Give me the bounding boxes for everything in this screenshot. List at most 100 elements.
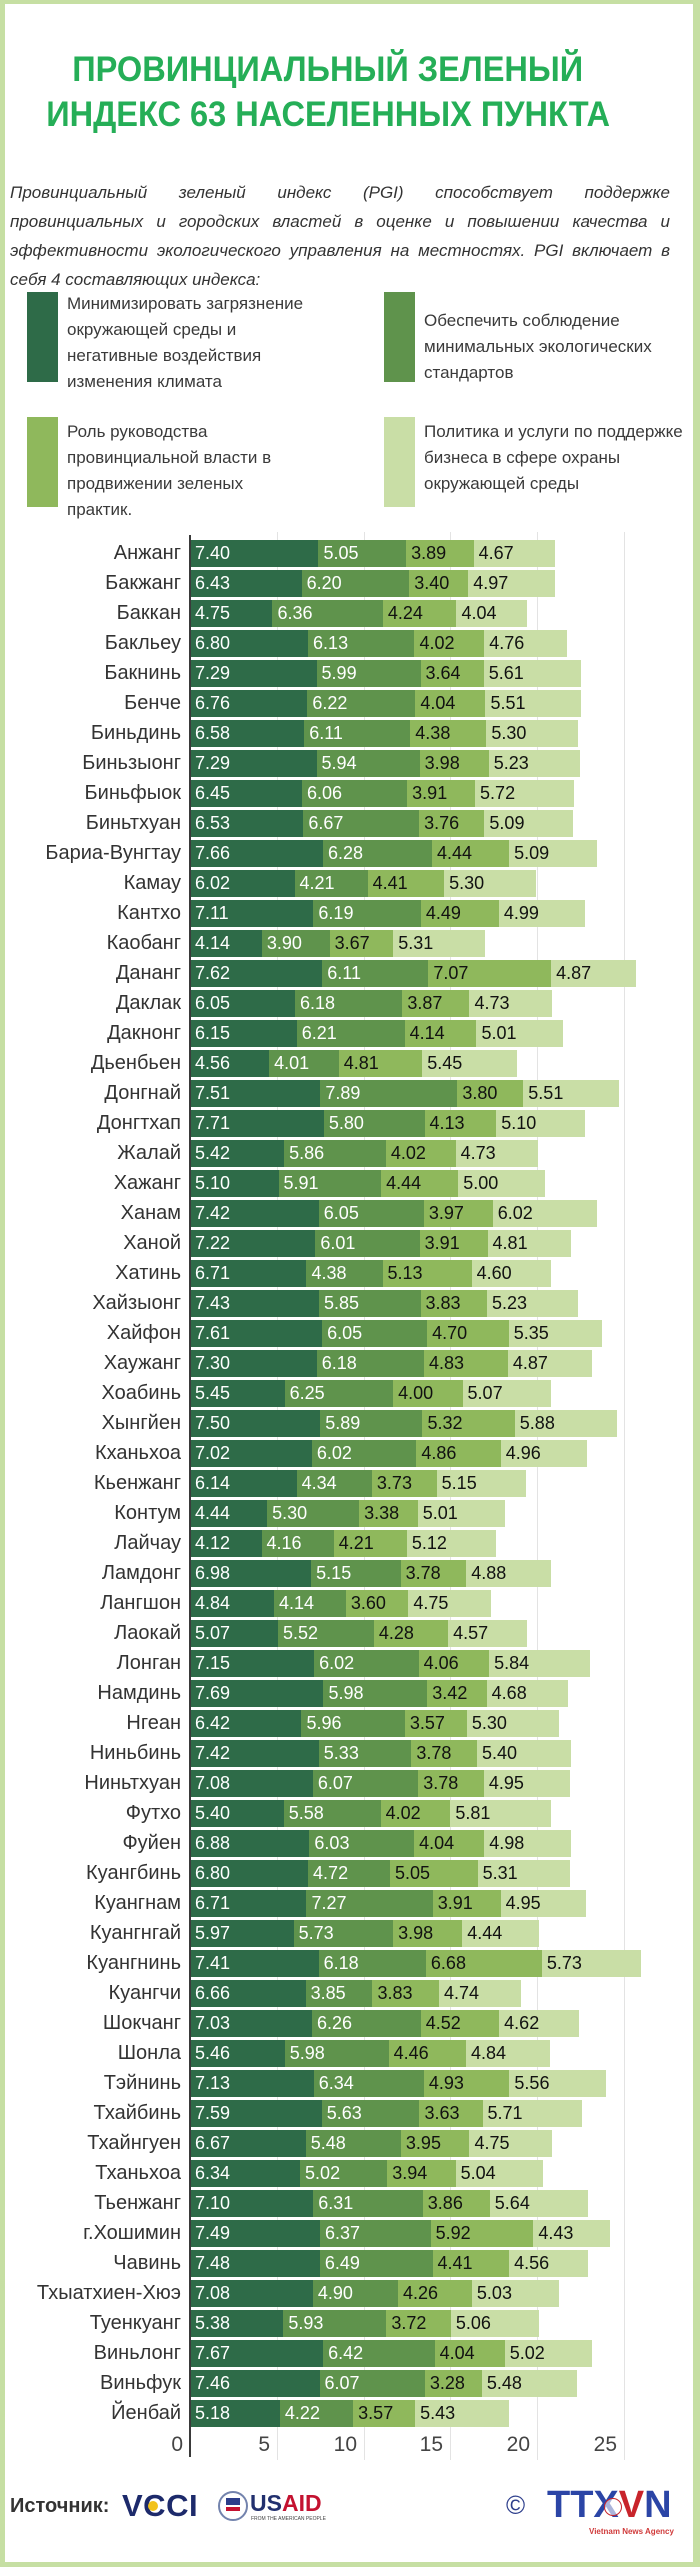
bar-value-label: 4.73	[460, 1143, 496, 1163]
row-label: Тэйнинь	[103, 2072, 181, 2094]
row-label: Лаокай	[114, 1622, 181, 1644]
bar-value-label: 3.83	[377, 1983, 413, 2003]
bar-segment: 6.66	[190, 1980, 306, 2007]
bar-value-label: 3.90	[266, 933, 302, 953]
x-tick-label: 10	[333, 2433, 357, 2456]
bar-value-label: 4.44	[436, 843, 473, 863]
bar-value-label: 5.93	[288, 2313, 324, 2333]
bar-value-label: 5.51	[490, 693, 526, 713]
bar-segment: 5.58	[283, 1800, 381, 1827]
bar-value-label: 7.67	[195, 2343, 231, 2363]
bar-value-label: 5.46	[195, 2043, 231, 2063]
x-tick-label: 20	[506, 2433, 530, 2456]
bar-segment: 5.46	[190, 2040, 285, 2067]
bar-value-label: 6.34	[195, 2163, 231, 2183]
bar-value-label: 4.68	[491, 1683, 527, 1703]
bar-value-label: 4.84	[471, 2043, 507, 2063]
bar-segment: 5.05	[389, 1860, 478, 1887]
bar-value-label: 4.81	[343, 1053, 379, 1073]
legend-label-standards: Обеспечить соблюдение минимальных эколог…	[424, 311, 652, 382]
bar-segment: 6.18	[295, 990, 403, 1017]
bar-value-label: 5.03	[476, 2283, 512, 2303]
bar-segment: 4.93	[423, 2070, 510, 2097]
bar-segment: 6.02	[492, 1200, 598, 1227]
bar-segment: 4.84	[190, 1590, 275, 1617]
bar-value-label: 7.15	[195, 1653, 231, 1673]
bar-segment: 7.08	[190, 1770, 313, 1797]
bar-segment: 6.71	[190, 1890, 307, 1917]
row-label: Ниньбинь	[89, 1742, 181, 1764]
bar-segment: 7.27	[306, 1890, 433, 1917]
legend-label-business: Политика и услуги по поддержке бизнеса в…	[424, 422, 683, 493]
bar-value-label: 5.58	[288, 1803, 324, 1823]
bar-segment: 7.67	[190, 2340, 324, 2367]
gridline	[624, 532, 625, 2460]
bar-value-label: 6.18	[321, 1353, 357, 1373]
row-label: Камау	[123, 872, 181, 894]
bar-value-label: 4.24	[387, 603, 423, 623]
bar-value-label: 7.13	[195, 2073, 231, 2093]
bar-value-label: 6.05	[323, 1203, 359, 1223]
bar-value-label: 3.78	[405, 1563, 441, 1583]
title-line-1-text: ПРОВИНЦИАЛЬНЫЙ ЗЕЛЕНЫЙ	[72, 50, 584, 89]
bar-value-label: 5.42	[195, 1143, 231, 1163]
row-label: Бакльеу	[104, 632, 181, 654]
bar-value-label: 5.10	[195, 1173, 231, 1193]
page-title: ПРОВИНЦИАЛЬНЫЙ ЗЕЛЕНЫЙ ИНДЕКС 63 НАСЕЛЕН…	[5, 47, 651, 137]
bar-value-label: 4.95	[488, 1773, 524, 1793]
bar-value-label: 5.40	[195, 1803, 231, 1823]
bar-segment: 5.51	[523, 1080, 619, 1107]
bar-segment: 4.44	[431, 840, 510, 867]
bar-value-label: 4.44	[195, 1503, 231, 1523]
bar-segment: 7.07	[428, 960, 552, 987]
bar-value-label: 5.01	[422, 1503, 458, 1523]
bar-segment: 4.52	[420, 2010, 500, 2037]
bar-segment: 7.49	[190, 2220, 321, 2247]
bar-segment: 5.02	[300, 2160, 388, 2187]
bar-value-label: 4.12	[195, 1533, 231, 1553]
bar-value-label: 3.60	[350, 1593, 386, 1613]
bar-value-label: 7.71	[195, 1113, 231, 1133]
bar-value-label: 4.87	[512, 1353, 548, 1373]
bar-segment: 6.07	[312, 1770, 419, 1797]
bar-value-label: 5.92	[435, 2223, 471, 2243]
bar-segment: 7.22	[190, 1230, 316, 1257]
bar-segment: 6.18	[316, 1350, 424, 1377]
bar-value-label: 5.09	[489, 813, 525, 833]
bar-value-label: 3.87	[407, 993, 443, 1013]
bar-value-label: 6.01	[320, 1233, 356, 1253]
bar-segment: 5.02	[504, 2340, 592, 2367]
bar-value-label: 5.48	[310, 2133, 346, 2153]
bar-segment: 3.98	[419, 750, 489, 777]
bar-value-label: 3.91	[437, 1893, 473, 1913]
bar-value-label: 4.88	[471, 1563, 507, 1583]
bar-segment: 3.91	[432, 1890, 501, 1917]
bar-value-label: 5.63	[326, 2103, 362, 2123]
bar-segment: 3.83	[420, 1290, 488, 1317]
bar-segment: 7.42	[190, 1740, 319, 1767]
ttxvn-logo-part3: N	[644, 2484, 672, 2526]
row-label: Тхайнгуен	[87, 2132, 181, 2154]
bar-value-label: 5.02	[305, 2163, 341, 2183]
bar-value-label: 4.75	[195, 603, 231, 623]
row-label: Хайфон	[106, 1322, 181, 1344]
bar-value-label: 5.30	[449, 873, 485, 893]
bar-value-label: 4.70	[432, 1323, 468, 1343]
bar-segment: 5.48	[305, 2130, 401, 2157]
bar-segment: 5.32	[422, 1410, 515, 1437]
row-label: Бариа-Вунгтау	[45, 842, 181, 864]
bar-segment: 6.68	[425, 1950, 542, 1977]
bar-value-label: 3.72	[391, 2313, 427, 2333]
bar-value-label: 6.49	[324, 2253, 360, 2273]
bar-segment: 5.97	[190, 1920, 294, 1947]
bar-segment: 4.02	[414, 630, 485, 657]
bar-value-label: 5.15	[441, 1473, 477, 1493]
bar-value-label: 5.94	[321, 753, 357, 773]
bar-segment: 5.31	[477, 1860, 570, 1887]
bar-segment: 4.81	[338, 1050, 423, 1077]
bar-value-label: 5.07	[195, 1623, 231, 1643]
bar-value-label: 5.81	[455, 1803, 491, 1823]
bar-segment: 4.14	[404, 1020, 477, 1047]
bar-value-label: 7.29	[195, 663, 231, 683]
bar-value-label: 4.57	[453, 1623, 489, 1643]
